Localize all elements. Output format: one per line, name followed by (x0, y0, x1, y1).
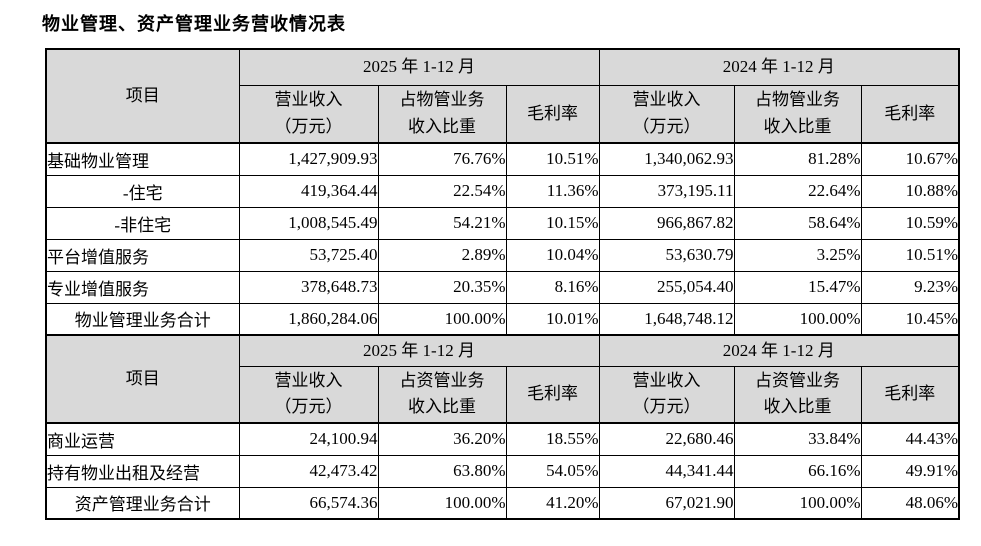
table-row-total: 物业管理业务合计 1,860,284.06 100.00% 10.01% 1,6… (45, 302, 960, 336)
value-cell: 100.00% (733, 486, 862, 520)
value-cell: 22.54% (377, 174, 507, 208)
value-cell: 1,427,909.93 (238, 142, 379, 176)
table1-item-header: 项目 (45, 48, 240, 144)
value-cell: 20.35% (377, 270, 507, 304)
value-cell: 53,630.79 (598, 238, 735, 272)
row-label-cell: 基础物业管理 (45, 142, 240, 176)
table1-header-revenue-2025: 营业收入 （万元） (238, 84, 379, 144)
row-label-cell: 资产管理业务合计 (45, 486, 240, 520)
value-cell: 10.88% (860, 174, 960, 208)
value-cell: 66.16% (733, 454, 862, 488)
table2-header-share-2024: 占资管业务 收入比重 (733, 365, 862, 424)
value-cell: 54.21% (377, 206, 507, 240)
table1-column-header-row: 营业收入 （万元） 占物管业务 收入比重 毛利率 营业收入 （万元） 占物管业务… (46, 84, 960, 144)
value-cell: 373,195.11 (598, 174, 735, 208)
value-cell: 10.04% (505, 238, 600, 272)
value-cell: 63.80% (377, 454, 507, 488)
value-cell: 22,680.46 (598, 422, 735, 456)
row-label-cell: 专业增值服务 (45, 270, 240, 304)
value-cell: 67,021.90 (598, 486, 735, 520)
table-row: 基础物业管理 1,427,909.93 76.76% 10.51% 1,340,… (45, 142, 960, 176)
row-label-cell: -住宅 (45, 174, 240, 208)
table1-header-share-2025: 占物管业务 收入比重 (377, 84, 507, 144)
value-cell: 10.45% (860, 302, 960, 336)
table2-header-margin-2025: 毛利率 (505, 365, 600, 424)
value-cell: 1,008,545.49 (238, 206, 379, 240)
value-cell: 24,100.94 (238, 422, 379, 456)
table2-header-revenue-2024: 营业收入 （万元） (598, 365, 735, 424)
row-label-cell: 物业管理业务合计 (45, 302, 240, 336)
value-cell: 10.59% (860, 206, 960, 240)
row-label-cell: -非住宅 (45, 206, 240, 240)
value-cell: 100.00% (733, 302, 862, 336)
value-cell: 42,473.42 (238, 454, 379, 488)
table1-period-2024: 2024 年 1-12 月 (598, 48, 960, 86)
table1-period-header-row: 项目 2025 年 1-12 月 2024 年 1-12 月 (45, 48, 960, 144)
table-row: 专业增值服务 378,648.73 20.35% 8.16% 255,054.4… (45, 270, 960, 304)
table1-header-margin-2024: 毛利率 (860, 84, 960, 144)
value-cell: 10.01% (505, 302, 600, 336)
table1-header-revenue-2024: 营业收入 （万元） (598, 84, 735, 144)
row-label-cell: 持有物业出租及经营 (45, 454, 240, 488)
value-cell: 18.55% (505, 422, 600, 456)
table2-period-2024: 2024 年 1-12 月 (598, 334, 960, 367)
value-cell: 100.00% (377, 302, 507, 336)
table2-item-header: 项目 (45, 334, 240, 424)
revenue-table: 项目 2025 年 1-12 月 2024 年 1-12 月 营业收入 （万元）… (45, 48, 961, 520)
value-cell: 9.23% (860, 270, 960, 304)
table-row: 平台增值服务 53,725.40 2.89% 10.04% 53,630.79 … (45, 238, 960, 272)
value-cell: 15.47% (733, 270, 862, 304)
table2-period-2025: 2025 年 1-12 月 (238, 334, 600, 367)
row-label-cell: 平台增值服务 (45, 238, 240, 272)
value-cell: 36.20% (377, 422, 507, 456)
value-cell: 966,867.82 (598, 206, 735, 240)
table2-header-share-2025: 占资管业务 收入比重 (377, 365, 507, 424)
page-title: 物业管理、资产管理业务营收情况表 (42, 14, 346, 34)
value-cell: 2.89% (377, 238, 507, 272)
table2-column-header-row: 营业收入 （万元） 占资管业务 收入比重 毛利率 营业收入 （万元） 占资管业务… (46, 365, 960, 424)
value-cell: 58.64% (733, 206, 862, 240)
value-cell: 100.00% (377, 486, 507, 520)
table-row: -住宅 419,364.44 22.54% 11.36% 373,195.11 … (45, 174, 960, 208)
table-row: -非住宅 1,008,545.49 54.21% 10.15% 966,867.… (45, 206, 960, 240)
table2-period-header-row: 项目 2025 年 1-12 月 2024 年 1-12 月 (45, 334, 960, 424)
table-row: 商业运营 24,100.94 36.20% 18.55% 22,680.46 3… (45, 422, 960, 456)
value-cell: 419,364.44 (238, 174, 379, 208)
value-cell: 1,340,062.93 (598, 142, 735, 176)
table1-header-share-2024: 占物管业务 收入比重 (733, 84, 862, 144)
table1-period-2025: 2025 年 1-12 月 (238, 48, 600, 86)
value-cell: 1,860,284.06 (238, 302, 379, 336)
value-cell: 22.64% (733, 174, 862, 208)
value-cell: 49.91% (860, 454, 960, 488)
table2-header-revenue-2025: 营业收入 （万元） (238, 365, 379, 424)
value-cell: 53,725.40 (238, 238, 379, 272)
value-cell: 33.84% (733, 422, 862, 456)
table1-header-margin-2025: 毛利率 (505, 84, 600, 144)
value-cell: 44,341.44 (598, 454, 735, 488)
value-cell: 10.51% (860, 238, 960, 272)
value-cell: 8.16% (505, 270, 600, 304)
table2-header-margin-2024: 毛利率 (860, 365, 960, 424)
value-cell: 44.43% (860, 422, 960, 456)
value-cell: 255,054.40 (598, 270, 735, 304)
value-cell: 10.67% (860, 142, 960, 176)
value-cell: 3.25% (733, 238, 862, 272)
value-cell: 54.05% (505, 454, 600, 488)
value-cell: 41.20% (505, 486, 600, 520)
table-row: 持有物业出租及经营 42,473.42 63.80% 54.05% 44,341… (45, 454, 960, 488)
value-cell: 48.06% (860, 486, 960, 520)
value-cell: 66,574.36 (238, 486, 379, 520)
table-row-total: 资产管理业务合计 66,574.36 100.00% 41.20% 67,021… (45, 486, 960, 520)
value-cell: 10.51% (505, 142, 600, 176)
value-cell: 1,648,748.12 (598, 302, 735, 336)
value-cell: 11.36% (505, 174, 600, 208)
value-cell: 378,648.73 (238, 270, 379, 304)
row-label-cell: 商业运营 (45, 422, 240, 456)
value-cell: 76.76% (377, 142, 507, 176)
value-cell: 10.15% (505, 206, 600, 240)
value-cell: 81.28% (733, 142, 862, 176)
